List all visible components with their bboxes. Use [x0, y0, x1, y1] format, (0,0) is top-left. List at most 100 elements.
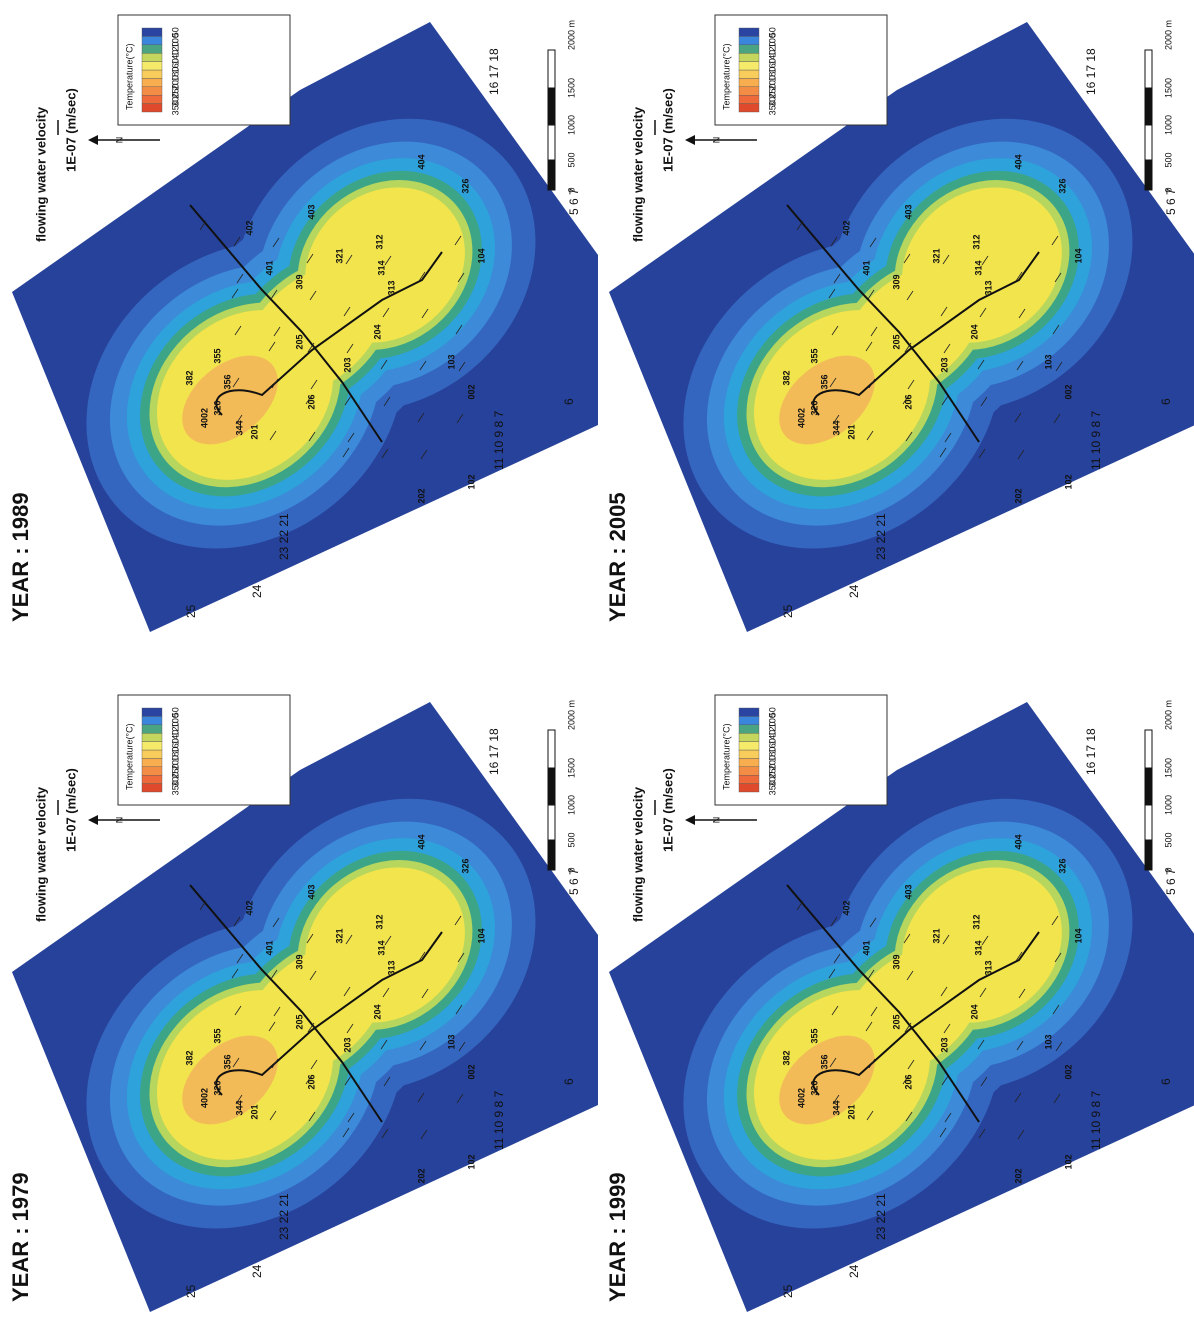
- velocity-arrow: [234, 325, 242, 336]
- well-label: 344: [831, 1100, 841, 1115]
- legend-label: 140: [767, 50, 777, 65]
- velocity-arrow: [309, 290, 317, 301]
- legend-swatch: [141, 741, 163, 751]
- velocity-value: 1E-07 (m/sec): [63, 88, 78, 172]
- scale-label: 2000 m: [1163, 700, 1173, 730]
- velocity-arrow: [903, 253, 911, 264]
- velocity-arrow: [382, 987, 390, 998]
- legend-swatch: [141, 61, 163, 71]
- velocity-arrow: [306, 253, 314, 264]
- velocity-arrow: [383, 1076, 391, 1087]
- well-label: 326: [460, 178, 470, 193]
- velocity-arrow: [380, 359, 388, 370]
- well-label: 356: [819, 1054, 829, 1069]
- legend-label: 200: [170, 75, 180, 90]
- scale-label: 1000: [1163, 115, 1173, 135]
- velocity-arrow: [234, 1005, 242, 1016]
- legend-swatch: [738, 86, 760, 96]
- velocity-arrow: [865, 1021, 873, 1032]
- legend-label: 350: [170, 780, 180, 795]
- velocity-arrow: [868, 1058, 876, 1069]
- velocity-arrow: [831, 325, 839, 336]
- velocity-arrow: [831, 1005, 839, 1016]
- grid-edge-label: 11 10 9 8 7: [492, 411, 506, 470]
- velocity-arrow: [1053, 1093, 1061, 1104]
- velocity-arrow: [307, 342, 315, 353]
- velocity-arrow: [832, 414, 840, 425]
- velocity-arrow: [829, 377, 837, 388]
- grid-edge-label: 25: [184, 1284, 198, 1298]
- map-panel: 4002 382 320 356 355 344 201 206 203 205 204 309 321…: [605, 694, 1194, 1312]
- legend-label: 350: [767, 100, 777, 115]
- well-label: 203: [342, 357, 352, 372]
- grid-edge-label: 6: [562, 398, 576, 405]
- north-arrowhead: [88, 135, 98, 145]
- scale-label: 2000 m: [566, 20, 576, 50]
- velocity-arrow: [866, 1110, 874, 1121]
- velocity-arrow: [420, 1129, 428, 1140]
- legend-label: 300: [170, 772, 180, 787]
- well-label: 103: [1043, 1034, 1053, 1049]
- scale-bar: [547, 49, 556, 89]
- well-label: 344: [234, 1100, 244, 1115]
- velocity-arrow: [421, 988, 429, 999]
- velocity-arrow: [980, 396, 988, 407]
- velocity-arrow: [272, 917, 280, 928]
- temperature-contour: [245, 944, 385, 1076]
- velocity-arrow: [383, 396, 391, 407]
- well-label: 320: [212, 1080, 222, 1095]
- velocity-arrow: [310, 379, 318, 390]
- well-label: 314: [973, 940, 983, 955]
- velocity-arrow: [381, 448, 389, 459]
- scale-label: 0: [566, 867, 576, 872]
- temperature-contour: [779, 355, 875, 445]
- velocity-arrow: [903, 933, 911, 944]
- scale-label: 1500: [1163, 758, 1173, 778]
- scale-bar: [547, 87, 556, 126]
- legend-label: 350: [170, 100, 180, 115]
- panel-title: YEAR : 1979: [8, 1172, 33, 1302]
- well-label: 104: [1073, 248, 1083, 263]
- legend-swatch: [738, 749, 760, 759]
- panel-title: YEAR : 1989: [8, 492, 33, 622]
- well-label: 002: [1063, 1064, 1073, 1079]
- well-label: 355: [809, 1028, 819, 1043]
- scale-bar: [1144, 804, 1153, 841]
- well-label: 202: [416, 488, 426, 503]
- velocity-arrow: [268, 341, 276, 352]
- velocity-arrow: [830, 916, 838, 927]
- velocity-arrow: [833, 273, 841, 284]
- well-label: 314: [376, 940, 386, 955]
- well-label: 403: [306, 204, 316, 219]
- well-trace: [189, 204, 383, 443]
- velocity-arrow: [870, 326, 878, 337]
- legend-swatch: [141, 707, 163, 717]
- well-trace: [812, 251, 1040, 416]
- legend-swatch: [738, 741, 760, 751]
- velocity-arrow: [343, 306, 351, 317]
- well-label: 326: [460, 858, 470, 873]
- velocity-label: flowing water velocity: [33, 786, 48, 922]
- velocity-arrow: [941, 1075, 949, 1086]
- well-label: 403: [306, 884, 316, 899]
- velocity-arrow: [380, 1039, 388, 1050]
- velocity-arrow: [456, 413, 464, 424]
- legend-label: 100: [767, 33, 777, 48]
- velocity-arrow: [270, 969, 278, 980]
- well-label: 205: [294, 1014, 304, 1029]
- well-label: 309: [294, 954, 304, 969]
- velocity-arrow: [1014, 412, 1022, 423]
- legend-label: 160: [170, 738, 180, 753]
- well-label: 204: [372, 1004, 382, 1019]
- map-panel: 4002 382 320 356 355 344 201 206 203 205 204 309 321…: [8, 694, 598, 1312]
- well-label: 320: [212, 400, 222, 415]
- velocity-arrow: [307, 1022, 315, 1033]
- grid-edge-label: 25: [781, 604, 795, 618]
- scale-label: 500: [566, 152, 576, 167]
- legend-label: 300: [767, 772, 777, 787]
- velocity-arrow: [345, 934, 353, 945]
- velocity-arrow: [865, 341, 873, 352]
- well-label: 326: [1057, 858, 1067, 873]
- grid-edge-label: 16 17 18: [1084, 48, 1098, 95]
- legend-label: 140: [767, 730, 777, 745]
